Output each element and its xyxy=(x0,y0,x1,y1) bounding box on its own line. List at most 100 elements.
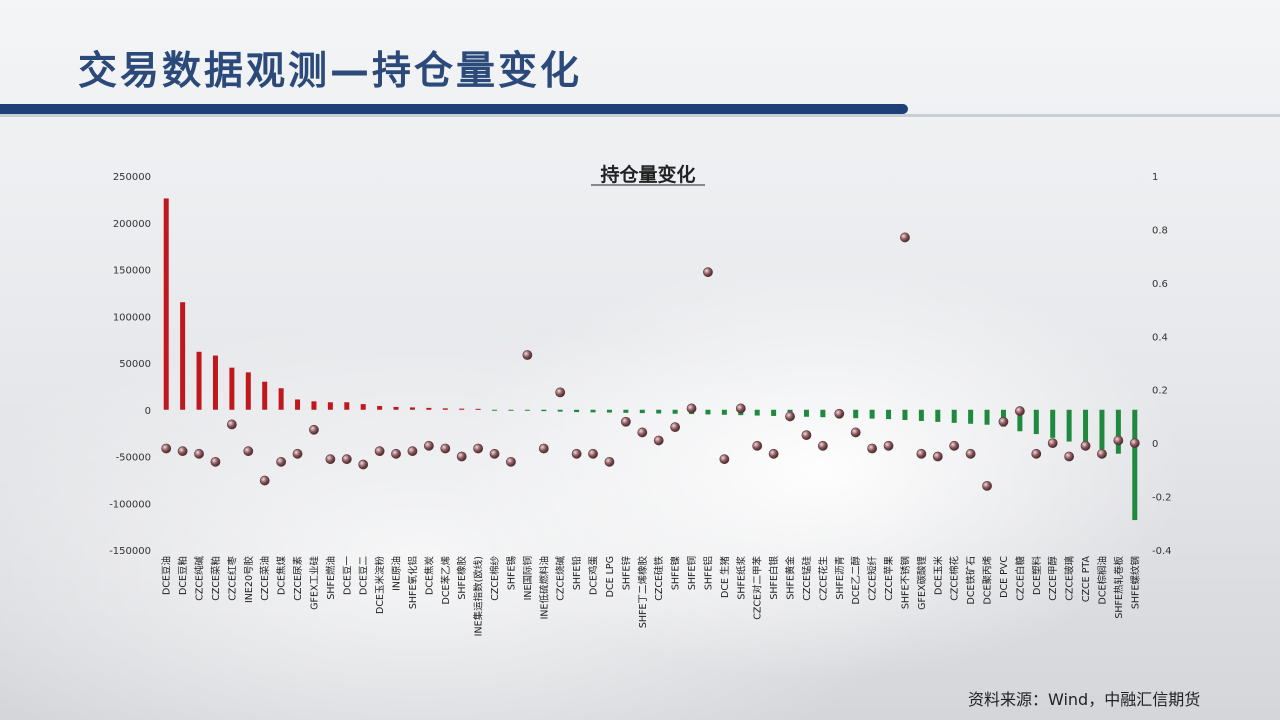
category-label: CZCE苹果 xyxy=(883,556,895,601)
marker-point xyxy=(1031,448,1042,459)
bar xyxy=(262,381,268,410)
left-axis: 250000 200000 150000 100000 50000 0 -50000 -100… xyxy=(109,172,151,557)
category-label: CZCE花生 xyxy=(817,556,829,601)
marker-point xyxy=(703,267,713,278)
bar xyxy=(459,408,465,410)
marker-point xyxy=(358,459,369,470)
bar xyxy=(606,409,612,413)
bar xyxy=(771,409,777,416)
category-label: DCE豆二 xyxy=(359,556,370,595)
bar xyxy=(590,409,596,413)
category-label: DCE苯乙烯 xyxy=(440,556,452,605)
bar xyxy=(1017,409,1023,432)
bar xyxy=(557,409,563,412)
right-tick-label: 0.4 xyxy=(1152,332,1168,343)
marker-point xyxy=(965,448,976,459)
left-tick-label: 250000 xyxy=(113,172,151,183)
category-label: DCE塑料 xyxy=(1031,556,1043,595)
marker-point xyxy=(1064,451,1075,462)
slide-header: 交易数据观测—持仓量变化 xyxy=(0,0,1280,118)
category-label: CZCE白糖 xyxy=(1014,556,1026,601)
category-label: SHFE沥青 xyxy=(834,556,846,600)
left-tick-label: 0 xyxy=(145,406,151,417)
category-label: SHFE黄金 xyxy=(785,556,797,600)
bar xyxy=(918,409,924,421)
category-label: CZCE对二甲苯 xyxy=(752,556,764,620)
category-label: SHFE不锈钢 xyxy=(899,556,911,609)
marker-point xyxy=(867,443,878,454)
category-label: CZCE纯碱 xyxy=(194,556,206,601)
bar xyxy=(623,409,629,413)
bar xyxy=(393,406,399,410)
marker-point xyxy=(883,440,894,451)
marker-point xyxy=(292,448,303,459)
right-tick-label: -0.2 xyxy=(1152,493,1172,504)
category-label: DCE 生猪 xyxy=(719,556,731,598)
left-tick-label: 50000 xyxy=(119,359,151,370)
category-label: SHFE铅 xyxy=(571,556,583,591)
bar xyxy=(886,409,892,420)
bar xyxy=(229,367,235,410)
marker-point xyxy=(1113,435,1124,446)
category-label: DCE乙二醇 xyxy=(850,556,862,605)
right-axis: 1 0.8 0.6 0.4 0.2 0 -0.2 -0.4 xyxy=(1152,172,1172,557)
bar xyxy=(360,404,366,410)
category-label: SHFE螺纹钢 xyxy=(1129,556,1141,609)
category-label: INE国际铜 xyxy=(522,556,534,600)
category-label: DCE聚丙烯 xyxy=(982,556,994,605)
category-label: CZCE烧碱 xyxy=(555,556,567,601)
marker-point xyxy=(620,416,631,427)
category-label: SHFE纸浆 xyxy=(735,556,747,600)
category-axis: DCE豆油 DCE豆粕 CZCE纯碱 CZCE菜粕 CZCE红枣 INE20号胶 CZCE菜… xyxy=(161,556,1142,637)
marker-point xyxy=(916,448,927,459)
bar xyxy=(853,409,859,419)
marker-point xyxy=(900,232,910,243)
bar xyxy=(212,355,218,410)
right-tick-label: -0.4 xyxy=(1152,546,1172,557)
category-label: INE原油 xyxy=(391,556,403,591)
source-note: 资料来源：Wind，中融汇信期货 xyxy=(968,690,1201,709)
category-label: INE低硫燃料油 xyxy=(538,556,550,619)
marker-point xyxy=(817,440,828,451)
category-label: CZCE棉纱 xyxy=(489,556,501,601)
bar xyxy=(295,399,301,410)
marker-point xyxy=(440,443,451,454)
bar xyxy=(1066,409,1072,442)
left-tick-label: 100000 xyxy=(113,312,151,323)
marker-point xyxy=(1047,438,1058,449)
right-tick-label: 0.2 xyxy=(1152,386,1168,397)
bar xyxy=(492,409,498,411)
category-label: CZCE菜油 xyxy=(259,556,271,601)
category-label: SHFE橡胶 xyxy=(456,556,468,600)
marker-point xyxy=(604,456,615,467)
category-label: CZCE玻璃 xyxy=(1064,556,1076,601)
marker-point xyxy=(801,430,812,441)
marker-point xyxy=(1080,440,1091,451)
header-rule xyxy=(0,114,1280,117)
bar xyxy=(984,409,990,425)
marker-point xyxy=(1014,406,1025,416)
marker-point xyxy=(850,427,861,438)
left-tick-label: 200000 xyxy=(113,219,151,230)
category-label: INE20号胶 xyxy=(243,556,255,603)
marker-point xyxy=(768,448,779,459)
category-label: CZCE甲醇 xyxy=(1047,556,1059,601)
marker-point xyxy=(259,475,270,486)
marker-point xyxy=(325,454,336,465)
marker-point xyxy=(506,456,516,467)
marker-series xyxy=(161,232,1140,491)
marker-point xyxy=(653,435,664,446)
marker-point xyxy=(735,403,746,414)
category-label: DCE玉米淀粉 xyxy=(374,556,386,614)
header-bar xyxy=(0,104,908,114)
marker-point xyxy=(522,350,533,360)
marker-point xyxy=(670,422,681,433)
bar xyxy=(803,409,809,417)
category-label: INE集运指数(欧线) xyxy=(473,556,485,636)
bar xyxy=(377,406,383,410)
marker-point xyxy=(177,446,188,457)
category-label: DCE玉米 xyxy=(932,556,944,595)
bar xyxy=(1033,409,1039,435)
right-tick-label: 0.6 xyxy=(1152,279,1168,290)
